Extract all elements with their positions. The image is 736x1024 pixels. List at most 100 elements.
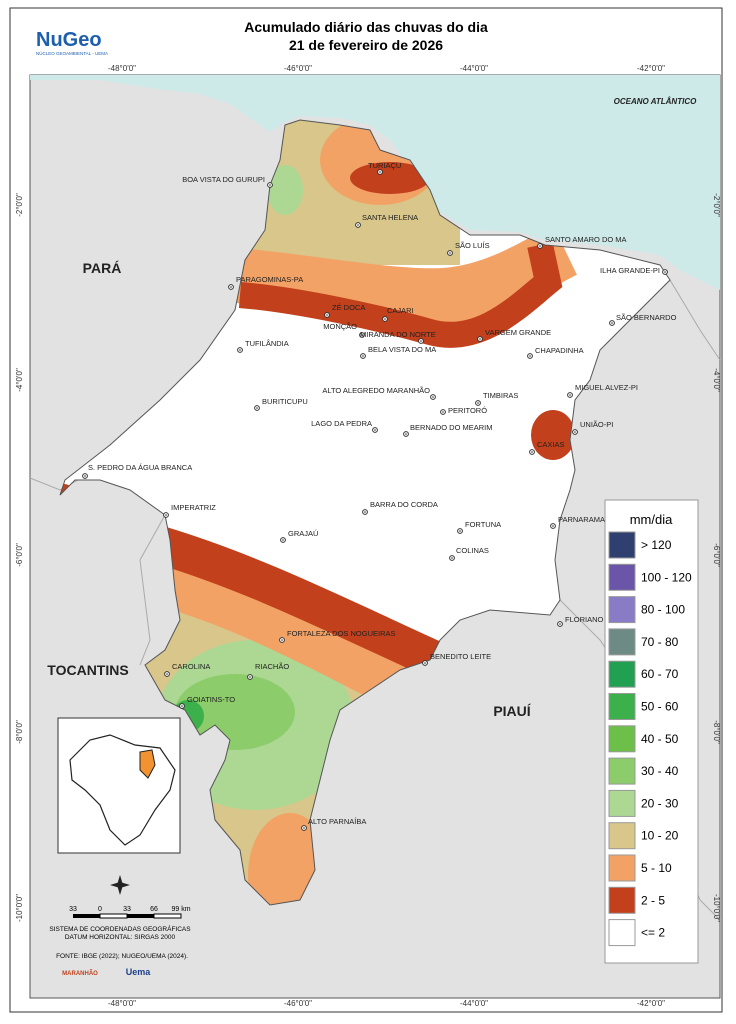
city-dot-center: [361, 334, 363, 336]
city-label: TIMBIRAS: [483, 391, 518, 400]
legend-label: 50 - 60: [641, 700, 679, 714]
city-dot-center: [239, 349, 241, 351]
lat-label: -2°0'0": [15, 193, 24, 217]
city-dot-center: [281, 639, 283, 641]
city-label: ALTO ALEGREDO MARANHÃO: [322, 386, 430, 395]
title: Acumulado diário das chuvas do dia: [244, 19, 488, 35]
city-dot-center: [405, 433, 407, 435]
lon-label: -42°0'0": [637, 64, 665, 73]
city-dot-center: [539, 245, 541, 247]
lon-label: -48°0'0": [108, 64, 136, 73]
city-dot-center: [230, 286, 232, 288]
legend-swatch: [608, 757, 636, 785]
city-label: BERNADO DO MEARIM: [410, 423, 493, 432]
city-dot-center: [569, 394, 571, 396]
lon-label: -44°0'0": [460, 999, 488, 1008]
city-label: BELA VISTA DO MA: [368, 345, 436, 354]
city-label: CAJARI: [387, 306, 414, 315]
inset-map: [57, 717, 181, 854]
legend-swatch: [608, 693, 636, 720]
city-dot-center: [611, 322, 613, 324]
legend-label: 10 - 20: [641, 829, 679, 843]
lat-label: -10°0'0": [712, 894, 721, 922]
legend-swatch: [608, 854, 636, 882]
logo-subtitle: NÚCLEO GEOAMBIENTAL - UEMA: [36, 50, 108, 56]
lon-label: -42°0'0": [637, 999, 665, 1008]
city-label: IMPERATRIZ: [171, 503, 216, 512]
city-dot-center: [424, 662, 426, 664]
city-dot-center: [552, 525, 554, 527]
city-label: COLINAS: [456, 546, 489, 555]
city-dot-center: [362, 355, 364, 357]
city-label: GRAJAÚ: [288, 529, 318, 538]
city-dot-center: [479, 338, 481, 340]
city-label: ILHA GRANDE-PI: [600, 266, 660, 275]
legend-label: 100 - 120: [641, 570, 692, 584]
city-label: MIGUEL ALVEZ-PI: [575, 383, 638, 392]
city-dot-center: [181, 705, 183, 707]
city-label: MIRANDA DO NORTE: [360, 330, 436, 339]
legend-swatch: [608, 725, 636, 753]
city-label: CHAPADINHA: [535, 346, 584, 355]
city-label: LAGO DA PEDRA: [311, 419, 372, 428]
city-label: SÃO LUÍS: [455, 241, 490, 250]
legend-swatch: [608, 789, 636, 817]
city-label: SANTO AMARO DO MA: [545, 235, 627, 244]
city-dot-center: [664, 271, 666, 273]
credit: DATUM HORIZONTAL: SIRGAS 2000: [65, 934, 176, 941]
city-dot-center: [303, 827, 305, 829]
scale-label: 33: [69, 906, 77, 913]
legend-label: 60 - 70: [641, 667, 679, 681]
logo: NuGeo: [36, 29, 102, 51]
credit: SISTEMA DE COORDENADAS GEOGRÁFICAS: [49, 924, 191, 933]
city-dot-center: [282, 539, 284, 541]
city-dot-center: [166, 673, 168, 675]
city-label: BARRA DO CORDA: [370, 500, 438, 509]
city-label: FORTUNA: [465, 520, 501, 529]
city-dot-center: [249, 676, 251, 678]
legend-label: 20 - 30: [641, 796, 679, 810]
legend-swatch: [608, 919, 636, 947]
city-dot-center: [256, 407, 258, 409]
scale-label: 33: [123, 906, 131, 913]
lat-label: -6°0'0": [15, 543, 24, 567]
city-label: BURITICUPU: [262, 397, 308, 406]
city-dot-center: [559, 623, 561, 625]
city-dot-center: [384, 318, 386, 320]
lat-label: -2°0'0": [712, 193, 721, 217]
legend-label: 80 - 100: [641, 603, 685, 617]
lat-label: -10°0'0": [15, 894, 24, 922]
city-dot-center: [326, 314, 328, 316]
legend-swatch: [608, 660, 636, 688]
city-dot-center: [451, 557, 453, 559]
north-arrow: [110, 875, 130, 895]
legend-label: 5 - 10: [641, 861, 672, 875]
scale-bar: [73, 913, 182, 919]
region-label: PIAUÍ: [493, 703, 531, 719]
scale-label: 99 km: [171, 906, 190, 913]
legend-label: 2 - 5: [641, 893, 665, 907]
credit: FONTE: IBGE (2022); NUGEO/UEMA (2024).: [56, 953, 188, 960]
city-label: TUFILÂNDIA: [245, 339, 289, 348]
city-dot-center: [432, 396, 434, 398]
lat-label: -8°0'0": [15, 720, 24, 744]
lon-label: -44°0'0": [460, 64, 488, 73]
city-dot-center: [165, 514, 167, 516]
legend-swatch: [608, 531, 636, 559]
city-label: RIACHÃO: [255, 662, 289, 671]
scale-label: 0: [98, 906, 102, 913]
region-label: PARÁ: [83, 260, 122, 276]
legend-label: 30 - 40: [641, 764, 679, 778]
city-dot-center: [374, 429, 376, 431]
city-label: PERITORÓ: [448, 406, 487, 415]
city-dot-center: [364, 511, 366, 513]
city-dot-center: [477, 402, 479, 404]
partner-logo: MARANHÃO: [62, 970, 98, 977]
city-dot-center: [449, 252, 451, 254]
label-layer: OCEANO ATLÂNTICO PARÁ TOCANTINS PIAUÍ TURIAÇ…: [47, 97, 697, 831]
legend-label: 40 - 50: [641, 732, 679, 746]
city-label: BENEDITO LEITE: [430, 652, 491, 661]
legend-label: > 120: [641, 538, 672, 552]
ocean: [30, 75, 720, 290]
